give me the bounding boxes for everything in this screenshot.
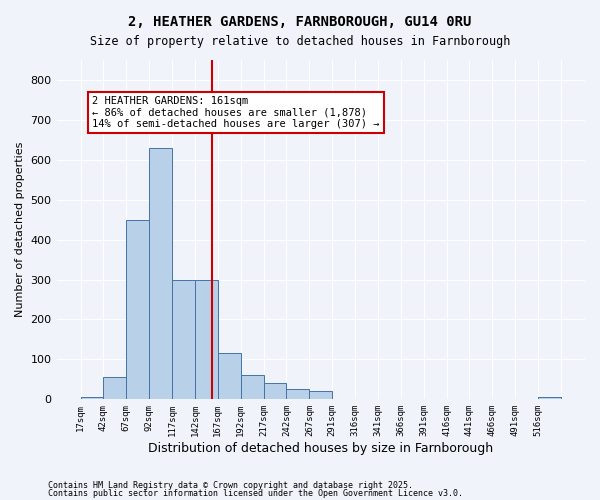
Text: Size of property relative to detached houses in Farnborough: Size of property relative to detached ho… <box>90 35 510 48</box>
X-axis label: Distribution of detached houses by size in Farnborough: Distribution of detached houses by size … <box>148 442 493 455</box>
Bar <box>103 378 127 400</box>
Bar <box>538 398 561 400</box>
Bar <box>195 280 218 400</box>
Text: Contains public sector information licensed under the Open Government Licence v3: Contains public sector information licen… <box>48 488 463 498</box>
Bar <box>172 280 195 400</box>
Bar <box>80 398 103 400</box>
Bar <box>286 390 310 400</box>
Bar <box>218 354 241 400</box>
Bar <box>149 148 172 400</box>
Bar <box>127 220 149 400</box>
Bar <box>263 384 286 400</box>
Text: 2 HEATHER GARDENS: 161sqm
← 86% of detached houses are smaller (1,878)
14% of se: 2 HEATHER GARDENS: 161sqm ← 86% of detac… <box>92 96 380 129</box>
Bar <box>241 376 263 400</box>
Text: 2, HEATHER GARDENS, FARNBOROUGH, GU14 0RU: 2, HEATHER GARDENS, FARNBOROUGH, GU14 0R… <box>128 15 472 29</box>
Text: Contains HM Land Registry data © Crown copyright and database right 2025.: Contains HM Land Registry data © Crown c… <box>48 481 413 490</box>
Y-axis label: Number of detached properties: Number of detached properties <box>15 142 25 318</box>
Bar <box>310 392 332 400</box>
